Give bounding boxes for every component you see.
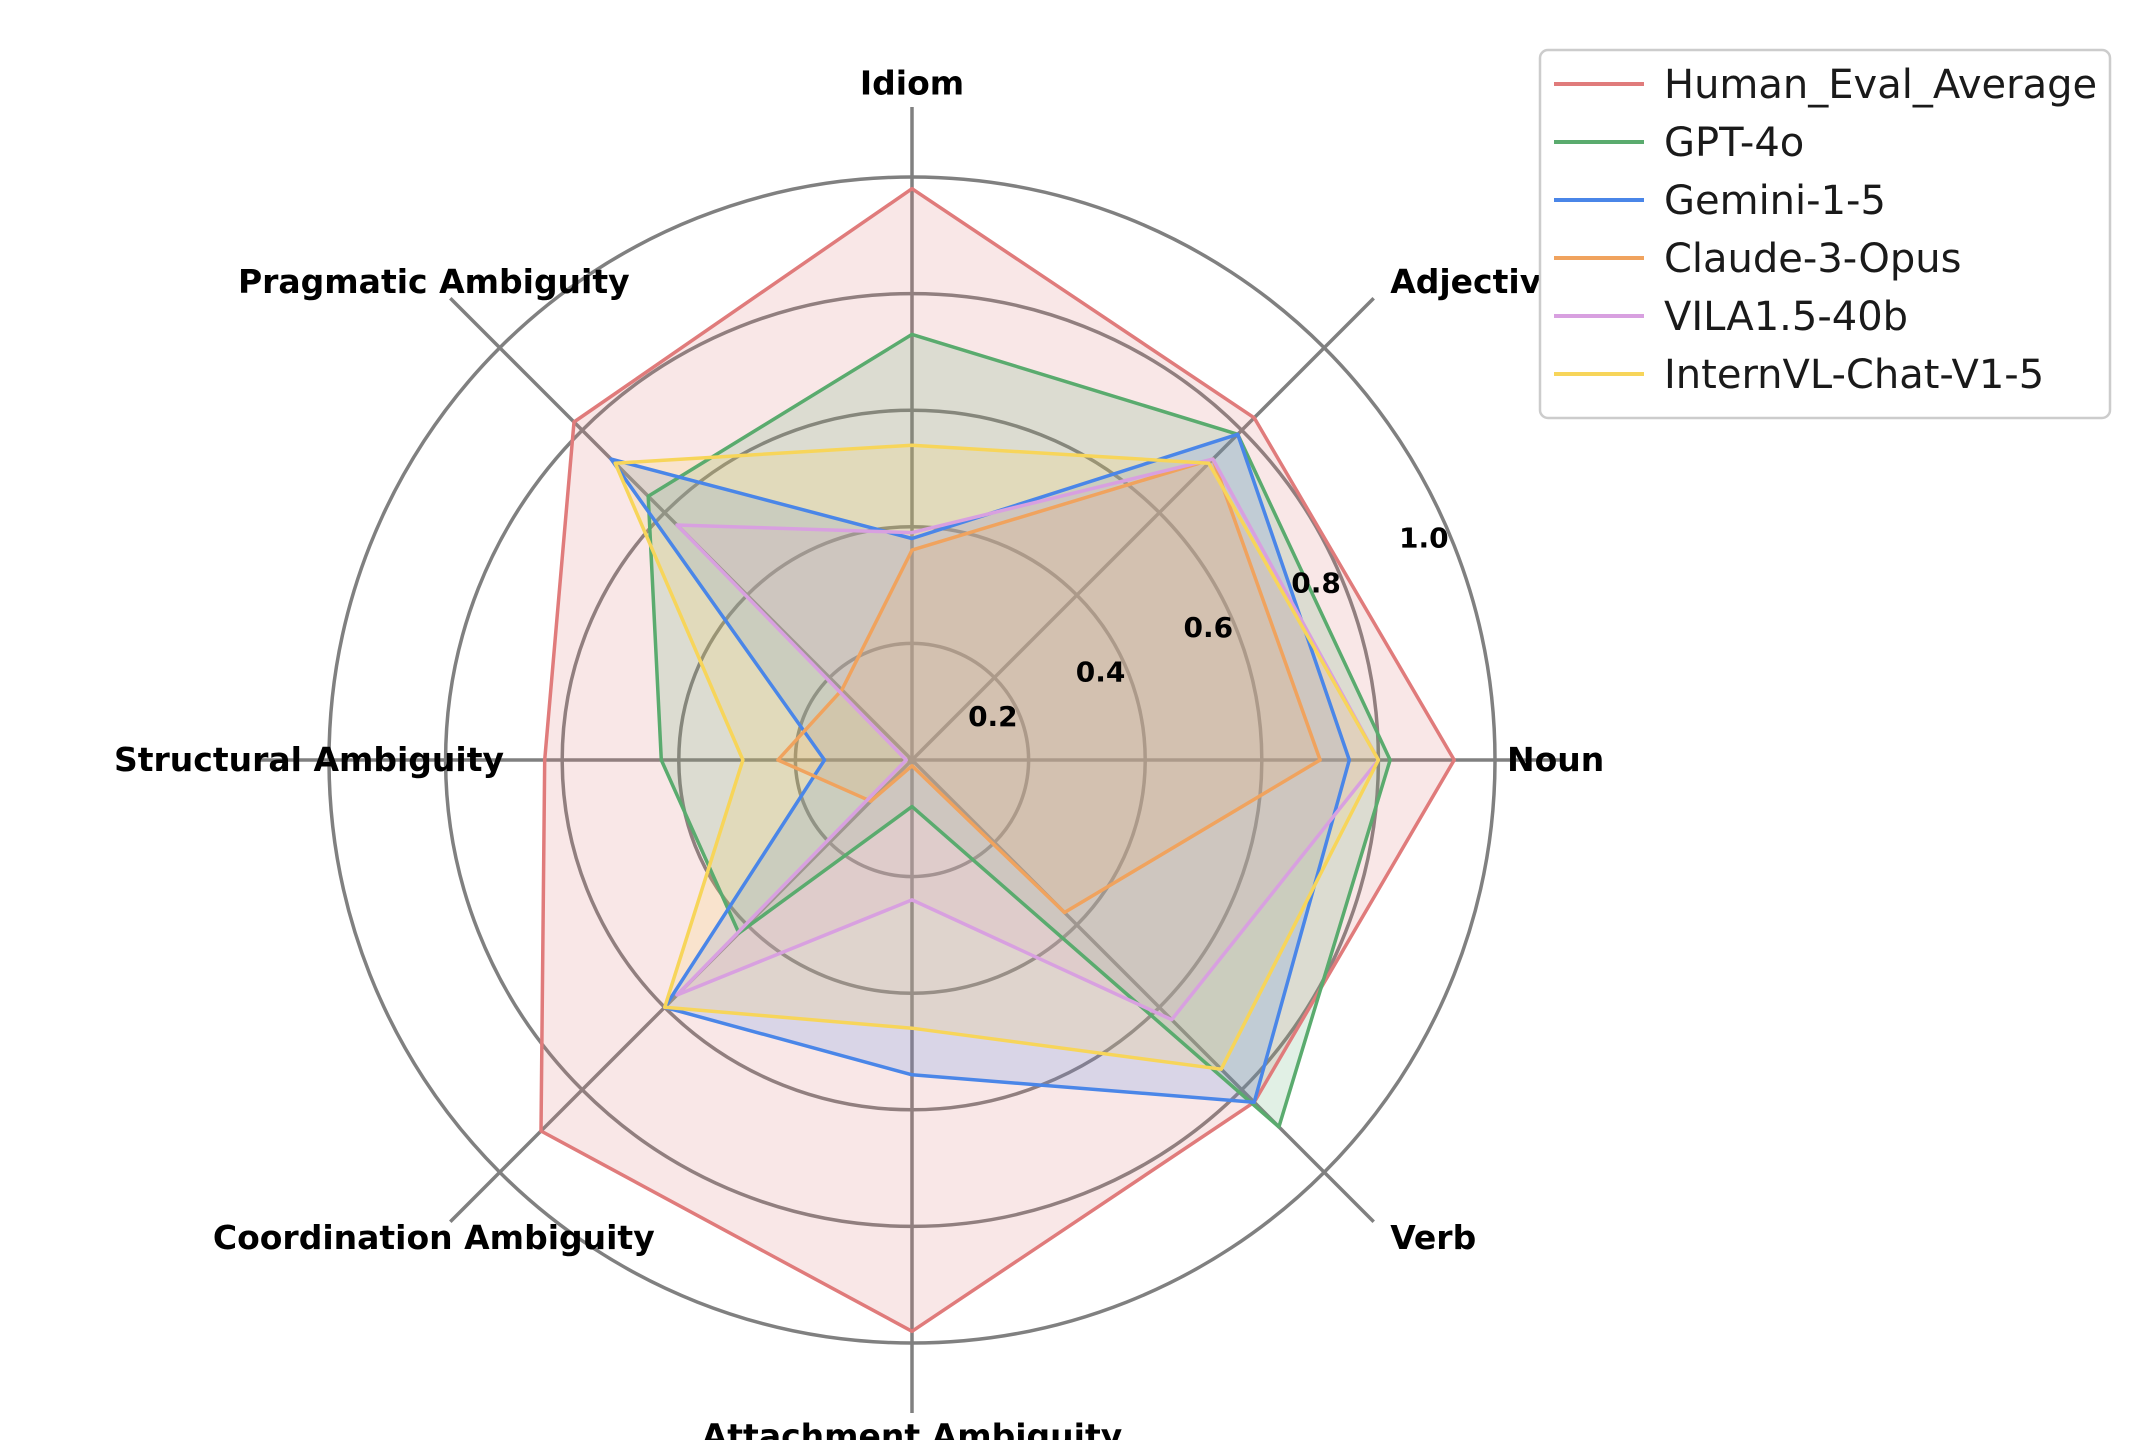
category-label: Coordination Ambiguity [213, 1218, 655, 1257]
series-area [648, 334, 1391, 1127]
legend-label: InternVL-Chat-V1-5 [1664, 352, 2044, 398]
category-label: Idiom [860, 64, 964, 103]
series-area [777, 459, 1321, 913]
category-label: Adjective [1390, 262, 1563, 301]
legend-label: Gemini-1-5 [1664, 178, 1886, 224]
series-line [613, 443, 1381, 1071]
axis-spoke [910, 758, 1375, 1223]
category-label: Verb [1390, 1218, 1476, 1257]
radar-series [539, 186, 1456, 1334]
legend-box [1538, 48, 2112, 420]
series-line [646, 332, 1392, 1129]
legend-label: Human_Eval_Average [1664, 62, 2097, 108]
category-label: Noun [1507, 740, 1604, 779]
radial-tick-label: 0.8 [1291, 566, 1341, 599]
series-area [541, 188, 1455, 1332]
legend-label: Claude-3-Opus [1664, 236, 1961, 282]
axis-spoke [910, 297, 1375, 762]
category-label: Structural Ambiguity [114, 740, 504, 779]
radial-tick-label: 0.2 [968, 700, 1018, 733]
legend: Human_Eval_Average GPT-4o Gemini-1-5 Claude… [1538, 48, 2112, 420]
legend-label: GPT-4o [1664, 120, 1804, 166]
series-area [677, 459, 1379, 1020]
series-line [776, 457, 1322, 915]
series-line [539, 186, 1456, 1334]
radar-labels: 0.2 0.4 0.6 0.8 1.0 Noun Adjective Idiom Pragmat… [114, 64, 1604, 1440]
radial-tick-label: 0.4 [1076, 656, 1126, 689]
category-label: Pragmatic Ambiguity [238, 262, 630, 301]
legend-label: VILA1.5-40b [1664, 294, 1908, 340]
radial-tick-label: 1.0 [1399, 522, 1449, 555]
series-line [609, 432, 1352, 1104]
series-line [675, 457, 1381, 1022]
radial-tick-label: 0.6 [1184, 611, 1234, 644]
series-area [615, 445, 1379, 1070]
series-area [611, 434, 1350, 1103]
category-label: Attachment Ambiguity [702, 1416, 1123, 1440]
